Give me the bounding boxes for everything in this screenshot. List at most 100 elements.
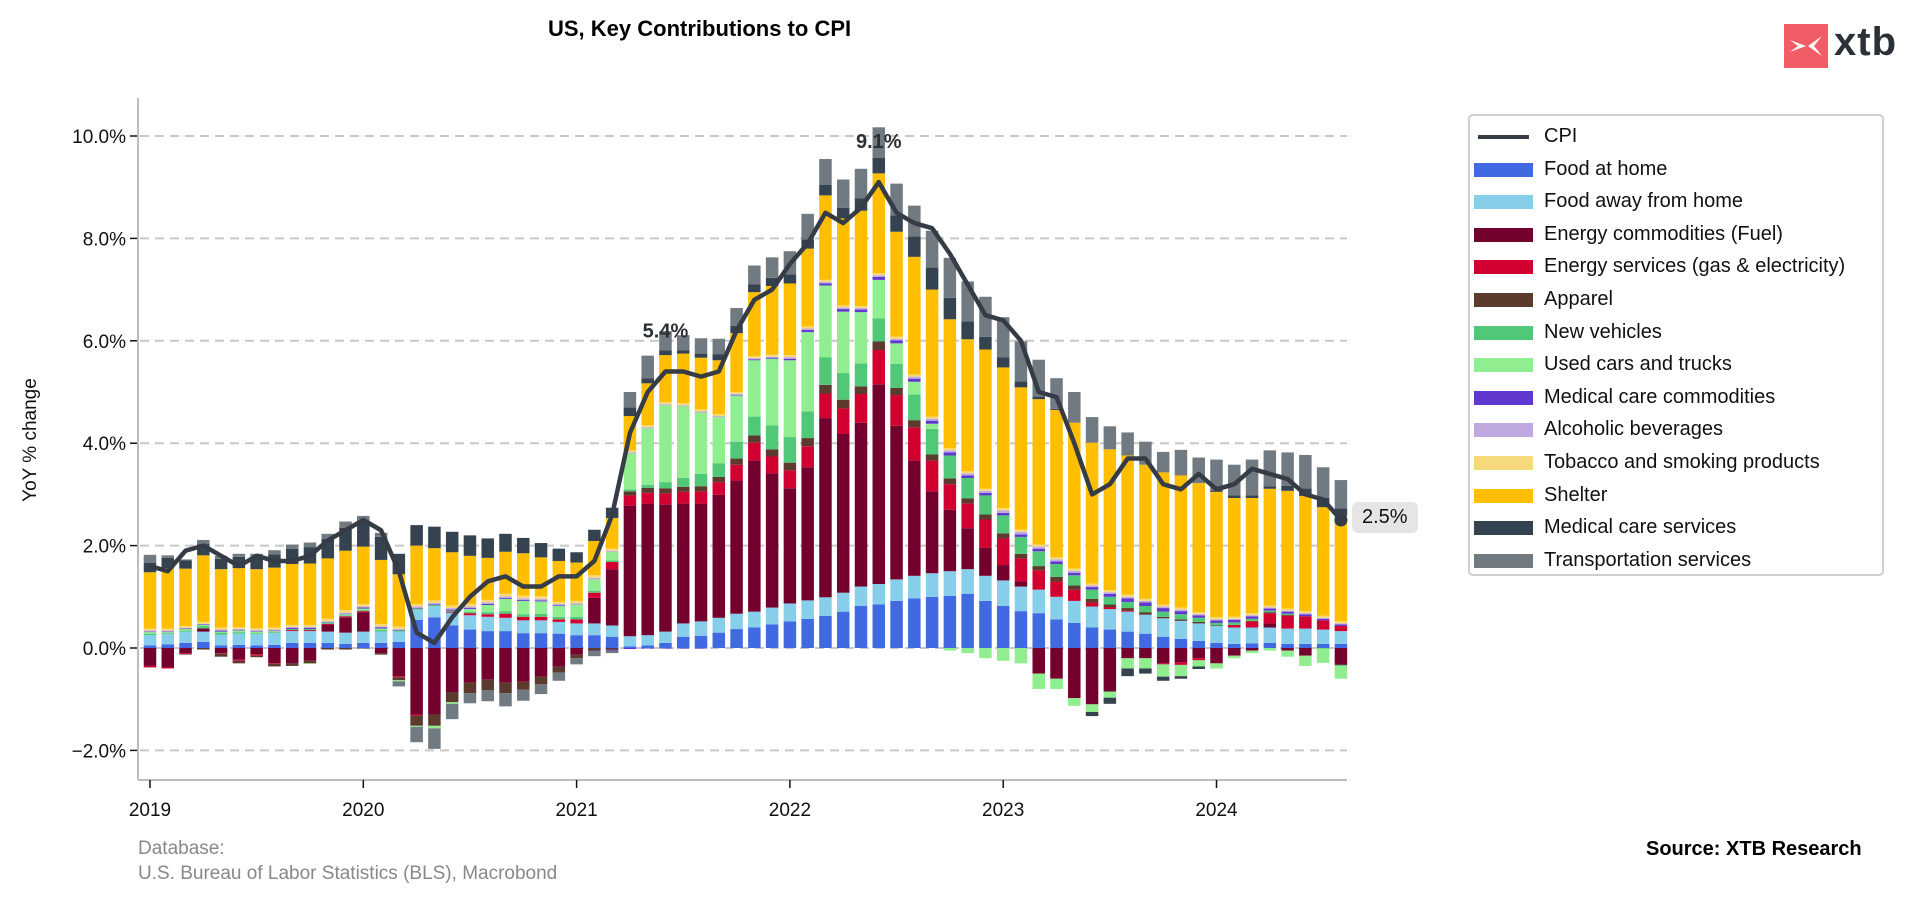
bar-segment-alcoholic-beverages	[854, 308, 868, 310]
bar-segment-medical-care-commodities	[908, 378, 921, 382]
bar-segment-food-at-home	[463, 629, 477, 648]
bar-segment-energy-commodities-fuel	[659, 504, 672, 632]
bar-segment-new-vehicles	[374, 630, 388, 632]
bar-segment-energy-services-gas-electricity	[499, 613, 512, 618]
bar-segment-energy-services-gas-electricity	[517, 616, 530, 621]
bar-segment-medical-care-commodities	[659, 648, 672, 649]
bar-segment-apparel	[588, 648, 601, 651]
bar-segment-shelter	[552, 560, 566, 602]
bar-segment-apparel	[925, 454, 939, 461]
bar-segment-medical-care-commodities	[1103, 593, 1117, 597]
bar-segment-used-cars-and-trucks	[908, 381, 921, 395]
bar-segment-food-at-home	[872, 604, 886, 648]
bar-segment-energy-services-gas-electricity	[339, 616, 352, 618]
bar-segment-shelter	[1014, 387, 1028, 530]
bar-segment-new-vehicles	[943, 455, 957, 479]
bar-segment-medical-care-services	[1334, 508, 1348, 516]
bar-stack	[1192, 457, 1205, 669]
bar-segment-medical-care-commodities	[1263, 608, 1277, 611]
bar-segment-tobacco-and-smoking-products	[730, 392, 743, 395]
bar-segment-food-away-from-home	[499, 617, 512, 632]
bar-segment-apparel	[357, 648, 370, 649]
bar-segment-transportation-services	[641, 355, 654, 379]
bar-segment-tobacco-and-smoking-products	[623, 450, 637, 453]
bar-segment-transportation-services	[659, 331, 672, 351]
bar-segment-alcoholic-beverages	[463, 606, 477, 609]
bar-segment-food-away-from-home	[1245, 627, 1259, 644]
bar-segment-food-away-from-home	[748, 611, 761, 628]
bar-segment-food-at-home	[890, 600, 903, 648]
bar-segment-energy-services-gas-electricity	[570, 619, 583, 624]
bar-segment-food-away-from-home	[890, 579, 903, 601]
bar-segment-used-cars-and-trucks	[1316, 648, 1330, 663]
bar-segment-energy-services-gas-electricity	[1050, 581, 1063, 597]
legend-color-swatch	[1474, 456, 1533, 470]
bar-segment-used-cars-and-trucks	[925, 423, 939, 429]
bar-segment-energy-services-gas-electricity	[268, 663, 281, 664]
bar-segment-apparel	[659, 488, 672, 494]
y-tick-label: 4.0%	[83, 434, 126, 455]
bar-segment-food-away-from-home	[1316, 629, 1330, 644]
bar-segment-tobacco-and-smoking-products	[197, 621, 210, 624]
bar-segment-tobacco-and-smoking-products	[250, 628, 263, 631]
bar-segment-alcoholic-beverages	[1174, 609, 1188, 612]
bar-segment-food-at-home	[1299, 643, 1312, 648]
bar-segment-apparel	[979, 514, 992, 520]
bar-segment-used-cars-and-trucks	[1121, 658, 1134, 669]
bar-segment-medical-care-commodities	[943, 452, 957, 456]
bar-segment-energy-services-gas-electricity	[890, 395, 903, 426]
bar-segment-apparel	[712, 476, 726, 483]
bar-segment-food-away-from-home	[1281, 628, 1294, 644]
bar-segment-energy-commodities-fuel	[161, 648, 175, 668]
bar-segment-new-vehicles	[517, 614, 530, 617]
bar-segment-apparel	[1050, 576, 1063, 582]
bar-segment-food-at-home	[1085, 627, 1099, 648]
bar-segment-new-vehicles	[232, 632, 246, 634]
bar-segment-alcoholic-beverages	[801, 328, 814, 331]
bar-segment-shelter	[268, 567, 281, 628]
bar-segment-alcoholic-beverages	[872, 275, 886, 277]
bar-stack	[1156, 451, 1170, 681]
bar-stack	[748, 265, 761, 648]
bar-segment-tobacco-and-smoking-products	[552, 601, 566, 604]
bar-segment-new-vehicles	[659, 482, 672, 489]
bar-segment-energy-commodities-fuel	[819, 418, 832, 598]
bar-segment-used-cars-and-trucks	[819, 285, 832, 358]
bar-stack	[854, 168, 868, 648]
bar-segment-food-at-home	[1263, 642, 1277, 648]
bar-segment-tobacco-and-smoking-products	[996, 508, 1010, 511]
bar-segment-energy-services-gas-electricity	[1245, 621, 1259, 628]
bar-stack	[694, 338, 708, 649]
bar-segment-medical-care-services	[908, 236, 921, 257]
bar-segment-medical-care-commodities	[285, 628, 299, 630]
bar-segment-energy-services-gas-electricity	[783, 470, 797, 489]
bar-segment-new-vehicles	[214, 632, 228, 635]
bar-segment-food-away-from-home	[872, 584, 886, 605]
bar-segment-transportation-services	[410, 726, 423, 743]
bar-segment-alcoholic-beverages	[1085, 585, 1099, 588]
bar-segment-food-away-from-home	[819, 597, 832, 616]
bar-segment-medical-care-services	[765, 277, 779, 287]
bar-segment-food-at-home	[1121, 631, 1134, 648]
bar-segment-food-at-home	[232, 644, 246, 648]
bar-segment-tobacco-and-smoking-products	[1139, 598, 1152, 601]
bar-segment-tobacco-and-smoking-products	[677, 403, 690, 406]
legend-color-swatch	[1474, 390, 1533, 405]
bar-segment-energy-services-gas-electricity	[250, 654, 263, 656]
legend-label: Medical care commodities	[1544, 385, 1776, 408]
bar-segment-medical-care-commodities	[605, 649, 619, 651]
bar-segment-energy-commodities-fuel	[641, 503, 654, 636]
bar-segment-used-cars-and-trucks	[1032, 673, 1045, 689]
bar-segment-energy-services-gas-electricity	[1014, 558, 1028, 582]
bar-segment-energy-services-gas-electricity	[1085, 602, 1099, 607]
bar-segment-tobacco-and-smoking-products	[1334, 621, 1348, 624]
bar-segment-energy-services-gas-electricity	[463, 613, 477, 616]
bar-segment-alcoholic-beverages	[1014, 531, 1028, 535]
bar-segment-shelter	[161, 568, 175, 629]
bar-segment-medical-care-commodities	[1245, 616, 1259, 619]
bar-segment-shelter	[179, 568, 192, 626]
bar-segment-medical-care-commodities	[872, 276, 886, 280]
bar-segment-used-cars-and-trucks	[641, 428, 654, 485]
bar-segment-shelter	[357, 546, 370, 604]
bar-segment-medical-care-services	[534, 543, 548, 558]
